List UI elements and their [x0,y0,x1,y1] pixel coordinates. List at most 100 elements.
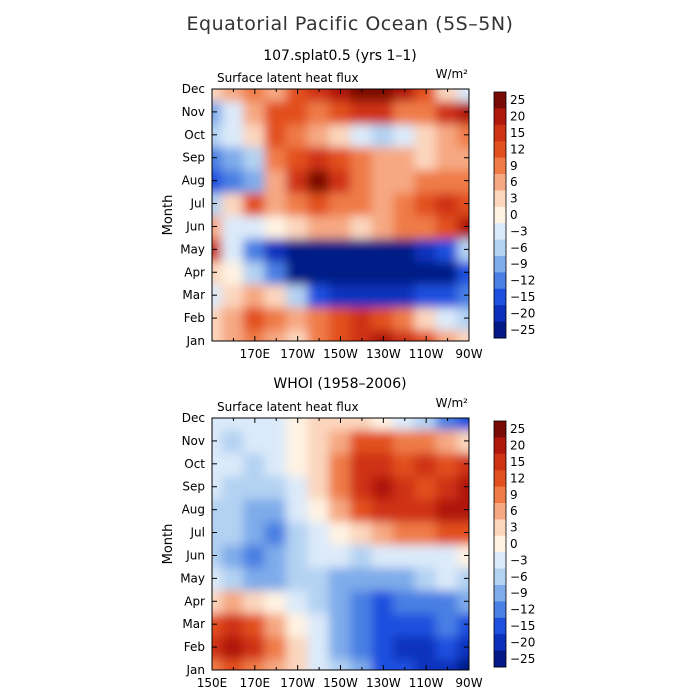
month-tick-label: Dec [182,82,205,96]
heat-cell [350,451,374,477]
heat-cell [243,497,267,523]
heat-cell [371,451,395,477]
month-tick-label: Feb [184,640,205,654]
heat-cell [264,191,288,216]
heat-cell [243,543,267,568]
heat-cell [457,122,469,148]
colorbar-swatch [494,141,506,159]
heat-cell [264,451,288,477]
month-tick-label: May [180,242,205,256]
heat-cell [221,474,246,500]
heat-cell [371,497,395,523]
heat-cell [328,328,353,341]
heat-cell [264,99,288,125]
heat-cell [286,89,310,102]
colorbar-swatch [494,634,506,652]
heat-cell [457,565,469,591]
colorbar-swatch [494,421,506,438]
panel-1-lon-ticks: 170E 170W 150W 130W 110W 90W [211,89,483,361]
month-tick-label: Jul [190,197,205,211]
month-tick-label: Aug [182,174,205,188]
colorbar-swatch [494,486,506,504]
heat-cell [457,543,469,568]
heat-cell [393,145,417,171]
colorbar-swatch [494,239,506,257]
colorbar-label: 20 [510,110,525,124]
heat-cell [435,611,460,637]
heat-cell [393,99,417,125]
heat-cell [328,588,353,614]
heat-cell [264,474,288,500]
heat-cell [435,418,460,431]
heat-cell [350,259,374,285]
heat-cell [414,520,438,545]
heat-cell [221,214,246,239]
heat-cell [307,259,331,285]
heat-cell [414,657,438,670]
heat-cell [212,259,224,285]
lon-tick-label: 90W [455,347,482,361]
colorbar-swatch [494,256,506,273]
heat-cell [264,214,288,239]
chart-title: Equatorial Pacific Ocean (5S–5N) [187,13,514,35]
heat-cell [307,89,331,102]
heat-cell [243,214,267,239]
heat-cell [221,145,246,171]
heat-cell [393,634,417,660]
heat-cell [414,428,438,454]
heat-cell [286,236,310,262]
panel-2-ylabel: Month [161,524,176,565]
heat-cell [328,520,353,545]
colorbar-label: 15 [510,126,525,140]
heat-cell [243,428,267,454]
heat-cell [264,520,288,545]
colorbar-label: 15 [510,455,525,469]
heat-cell [221,122,246,148]
heat-cell [350,543,374,568]
heat-cell [393,428,417,454]
heat-cell [371,214,395,239]
heat-cell [212,565,224,591]
heat-cell [435,428,460,454]
month-tick-label: Oct [184,457,205,471]
heat-cell [457,418,469,431]
lon-tick-label: 170W [280,347,315,361]
heat-cell [350,214,374,239]
heat-cell [286,191,310,216]
colorbar-label: 3 [510,521,518,535]
heat-cell [221,259,246,285]
heat-cell [350,122,374,148]
heat-cell [328,282,353,308]
heat-cell [414,588,438,614]
heat-cell [264,565,288,591]
heat-cell [243,474,267,500]
panel-1: 107.splat0.5 (yrs 1–1) Surface latent he… [161,48,535,361]
heat-cell [328,543,353,568]
heat-cell [328,305,353,331]
panel-2-units: W/m² [436,396,469,410]
heat-cell [243,89,267,102]
heat-cell [393,474,417,500]
colorbar-frame [493,91,507,339]
heat-cell [286,565,310,591]
month-tick-label: Jan [186,663,206,677]
heat-cell [435,543,460,568]
heat-cell [350,657,374,670]
colorbar-swatch [494,190,506,208]
month-tick-label: May [180,571,205,585]
colorbar-swatch [494,305,506,323]
heat-cell [221,611,246,637]
heat-cell [414,305,438,331]
lon-tick-label: 150E [197,676,228,690]
heat-cell [221,168,246,194]
heat-cell [212,168,224,194]
heat-cell [328,168,353,194]
heat-cell [212,611,224,637]
heat-cell [243,259,267,285]
heat-cell [393,282,417,308]
heat-cell [307,634,331,660]
heat-cell [286,634,310,660]
panel-2-subtitle: WHOI (1958–2006) [273,376,406,392]
heat-cell [243,236,267,262]
heat-cell [457,611,469,637]
